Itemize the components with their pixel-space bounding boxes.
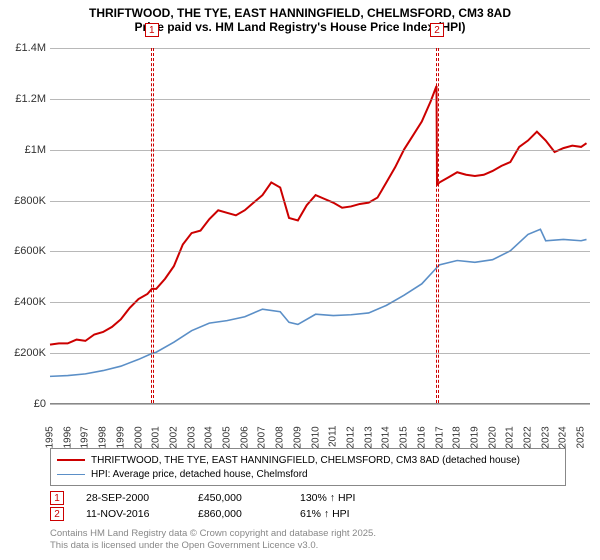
- x-axis-label: 2003: [186, 426, 197, 448]
- x-axis-label: 2013: [363, 426, 374, 448]
- x-axis-label: 2015: [399, 426, 410, 448]
- x-axis-label: 2018: [452, 426, 463, 448]
- sale-row: 2 11-NOV-2016 £860,000 61% ↑ HPI: [50, 506, 390, 522]
- y-axis-label: £0: [2, 398, 46, 410]
- footer-line-1: Contains HM Land Registry data © Crown c…: [50, 528, 376, 540]
- sales-table: 1 28-SEP-2000 £450,000 130% ↑ HPI 2 11-NOV-20…: [50, 490, 390, 522]
- sale-index-box: 1: [50, 491, 64, 505]
- series-line: [50, 86, 587, 345]
- y-gridline: [50, 201, 590, 202]
- sale-hpi: 61% ↑ HPI: [300, 508, 390, 520]
- plot-region: £0£200K£400K£600K£800K£1M£1.2M£1.4M12: [50, 48, 590, 404]
- y-gridline: [50, 251, 590, 252]
- legend-label: THRIFTWOOD, THE TYE, EAST HANNINGFIELD, …: [91, 455, 520, 466]
- x-axis-label: 2012: [345, 426, 356, 448]
- sale-marker-label: 1: [145, 23, 159, 37]
- sale-date: 11-NOV-2016: [86, 508, 176, 520]
- x-axis-label: 2004: [204, 426, 215, 448]
- x-axis-label: 2020: [487, 426, 498, 448]
- x-axis-label: 2025: [576, 426, 587, 448]
- y-axis-label: £200K: [2, 347, 46, 359]
- x-axis-label: 2001: [151, 426, 162, 448]
- sale-marker-band: [436, 48, 438, 403]
- x-axis-label: 2008: [275, 426, 286, 448]
- x-axis-label: 2014: [381, 426, 392, 448]
- y-axis-label: £400K: [2, 296, 46, 308]
- x-axis-label: 2019: [469, 426, 480, 448]
- title-line-1: THRIFTWOOD, THE TYE, EAST HANNINGFIELD, …: [8, 6, 592, 20]
- x-axis-label: 2009: [292, 426, 303, 448]
- legend-swatch: [57, 474, 85, 475]
- x-axis-label: 2023: [540, 426, 551, 448]
- x-axis-label: 2006: [239, 426, 250, 448]
- legend-label: HPI: Average price, detached house, Chel…: [91, 469, 308, 480]
- x-axis-label: 2002: [168, 426, 179, 448]
- sale-marker-label: 2: [430, 23, 444, 37]
- sale-index-box: 2: [50, 507, 64, 521]
- sale-price: £450,000: [198, 492, 278, 504]
- y-gridline: [50, 99, 590, 100]
- x-axis-label: 2017: [434, 426, 445, 448]
- sale-hpi: 130% ↑ HPI: [300, 492, 390, 504]
- y-axis-label: £1.2M: [2, 93, 46, 105]
- legend-box: THRIFTWOOD, THE TYE, EAST HANNINGFIELD, …: [50, 448, 566, 486]
- legend-swatch: [57, 459, 85, 461]
- x-axis-label: 1995: [45, 426, 56, 448]
- y-gridline: [50, 150, 590, 151]
- footer-attribution: Contains HM Land Registry data © Crown c…: [50, 528, 376, 552]
- x-axis-label: 2007: [257, 426, 268, 448]
- line-svg: [50, 48, 590, 403]
- y-gridline: [50, 353, 590, 354]
- sale-date: 28-SEP-2000: [86, 492, 176, 504]
- y-axis-label: £800K: [2, 195, 46, 207]
- x-axis-label: 2005: [222, 426, 233, 448]
- chart-area: £0£200K£400K£600K£800K£1M£1.2M£1.4M12 19…: [50, 48, 590, 426]
- x-axis-label: 1999: [115, 426, 126, 448]
- sale-price: £860,000: [198, 508, 278, 520]
- x-axis-label: 1998: [98, 426, 109, 448]
- x-axis-ticks: 1995199619971998199920002001200220032004…: [50, 404, 590, 426]
- x-axis-label: 2011: [328, 426, 339, 448]
- x-axis-label: 1996: [62, 426, 73, 448]
- footer-line-2: This data is licensed under the Open Gov…: [50, 540, 376, 552]
- x-axis-label: 2000: [133, 426, 144, 448]
- y-gridline: [50, 302, 590, 303]
- x-axis-label: 2024: [558, 426, 569, 448]
- title-line-2: Price paid vs. HM Land Registry's House …: [8, 20, 592, 34]
- chart-title-block: THRIFTWOOD, THE TYE, EAST HANNINGFIELD, …: [0, 0, 600, 38]
- sale-marker-band: [151, 48, 153, 403]
- y-gridline: [50, 48, 590, 49]
- x-axis-label: 1997: [80, 426, 91, 448]
- x-axis-label: 2022: [523, 426, 534, 448]
- x-axis-label: 2021: [505, 426, 516, 448]
- legend-item: HPI: Average price, detached house, Chel…: [57, 467, 559, 481]
- x-axis-label: 2016: [416, 426, 427, 448]
- sale-row: 1 28-SEP-2000 £450,000 130% ↑ HPI: [50, 490, 390, 506]
- legend-item: THRIFTWOOD, THE TYE, EAST HANNINGFIELD, …: [57, 453, 559, 467]
- y-axis-label: £1M: [2, 144, 46, 156]
- x-axis-label: 2010: [310, 426, 321, 448]
- y-axis-label: £600K: [2, 245, 46, 257]
- y-axis-label: £1.4M: [2, 42, 46, 54]
